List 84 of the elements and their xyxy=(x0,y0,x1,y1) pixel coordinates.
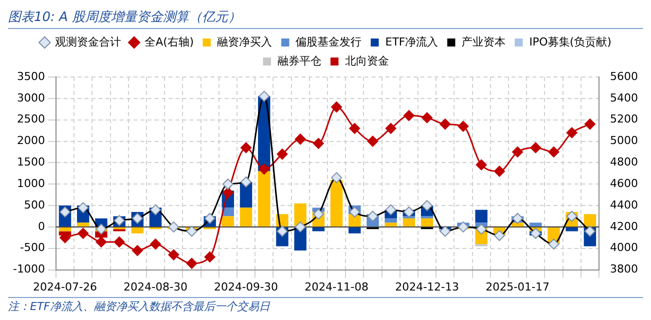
y-tick-label: 1000 xyxy=(16,176,45,190)
bar xyxy=(131,227,144,234)
legend-label: IPO募集(负贡献) xyxy=(529,35,612,48)
bar xyxy=(530,222,542,226)
point xyxy=(186,258,198,269)
point xyxy=(385,122,396,134)
bar xyxy=(312,227,325,232)
bar xyxy=(240,208,252,226)
y-tick-label: 2000 xyxy=(16,134,45,148)
text: 注：ETF净流入、融资净买入数据不含最后一个交易日 xyxy=(8,300,270,313)
point xyxy=(403,110,414,122)
point xyxy=(566,127,578,138)
point xyxy=(312,138,324,149)
point xyxy=(512,146,524,158)
y-tick-label: 500 xyxy=(24,198,45,212)
legend-label: 融券平仓 xyxy=(278,54,322,68)
point xyxy=(584,118,596,130)
point xyxy=(548,146,560,158)
x-tick-label: 2025-01-17 xyxy=(486,280,550,294)
point xyxy=(78,228,89,239)
legend-label: 产业资本 xyxy=(462,35,506,48)
legend-label: 偏股基金发行 xyxy=(296,35,362,48)
bar xyxy=(402,218,416,226)
point xyxy=(132,245,143,256)
y2-tick-label: 4400 xyxy=(610,198,638,212)
x-tick-label: 2024-07-26 xyxy=(33,280,97,294)
bar xyxy=(330,180,343,226)
point xyxy=(458,120,469,132)
point xyxy=(240,142,252,154)
legend-label: 融资净买入 xyxy=(217,35,272,48)
chart-title: 图表10: A 股周度增量资金测算（亿元） xyxy=(8,8,643,29)
bar xyxy=(511,222,524,226)
y2-tick-label: 5400 xyxy=(610,91,638,104)
point xyxy=(204,251,216,262)
x-tick-label: 2024-11-08 xyxy=(304,280,369,294)
point xyxy=(222,187,234,198)
bar xyxy=(475,210,488,223)
y-tick-label: 0 xyxy=(38,220,45,233)
y2-tick-label: 4000 xyxy=(610,241,638,254)
point xyxy=(168,249,180,260)
y-tick-label: 3500 xyxy=(16,70,45,83)
point xyxy=(114,236,125,248)
bar xyxy=(384,218,397,223)
y-tick-label: -500 xyxy=(20,241,45,254)
x-tick-label: 2024-08-30 xyxy=(124,280,188,294)
bar xyxy=(384,222,397,226)
point xyxy=(276,148,288,160)
y2-tick-label: 4200 xyxy=(610,220,638,233)
legend-label: 全A(右轴) xyxy=(144,35,194,48)
point xyxy=(96,236,107,248)
legend-label: ETF净流入 xyxy=(385,35,438,48)
y2-tick-label: 5000 xyxy=(610,134,638,148)
bar xyxy=(348,227,361,234)
bar xyxy=(222,216,234,226)
y2-tick-label: 3800 xyxy=(610,262,638,276)
y-tick-label: 3000 xyxy=(16,91,45,104)
y-tick-label: 1500 xyxy=(16,156,45,169)
point xyxy=(422,112,433,124)
bar xyxy=(58,227,72,232)
y-tick-label: -1000 xyxy=(12,262,45,276)
bar xyxy=(258,171,270,226)
point xyxy=(258,164,270,175)
y2-tick-label: 5600 xyxy=(610,70,638,83)
bar xyxy=(420,218,434,226)
y2-tick-label: 4800 xyxy=(610,156,638,169)
point xyxy=(530,142,542,154)
point xyxy=(331,101,342,112)
bar xyxy=(77,222,90,226)
y2-tick-label: 4600 xyxy=(610,176,638,190)
bar xyxy=(566,227,578,232)
legend-label: 观测资金合计 xyxy=(55,35,122,48)
point xyxy=(294,134,306,145)
x-tick-label: 2024-12-13 xyxy=(395,280,460,294)
bar xyxy=(584,214,596,226)
point xyxy=(440,118,451,130)
point xyxy=(150,238,162,250)
x-tick-label: 2024-09-30 xyxy=(214,280,278,294)
point xyxy=(476,159,487,170)
y2-tick-label: 5200 xyxy=(610,112,638,126)
point xyxy=(367,136,378,147)
point xyxy=(494,166,505,177)
point xyxy=(349,122,360,134)
y-tick-label: 2500 xyxy=(16,112,45,126)
legend-label: 北向资金 xyxy=(345,54,389,68)
